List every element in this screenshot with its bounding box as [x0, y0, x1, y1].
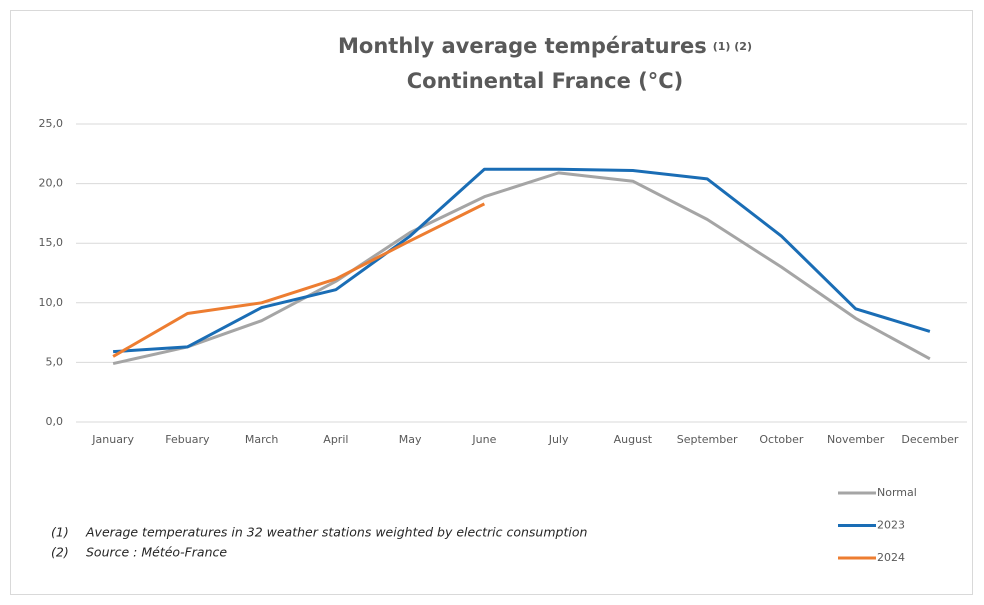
- footnote-marker: (2): [51, 545, 69, 560]
- x-tick-label: October: [759, 433, 803, 446]
- x-tick-label: March: [245, 433, 279, 446]
- x-tick-label: May: [399, 433, 422, 446]
- title-marks: (1) (2): [713, 40, 752, 53]
- y-tick-label: 10,0: [39, 296, 64, 309]
- legend-label: 2023: [877, 519, 905, 532]
- chart-subtitle: Continental France (°C): [407, 69, 683, 93]
- footnote-text: Source : Météo-France: [86, 545, 227, 560]
- x-tick-label: January: [91, 433, 134, 446]
- x-tick-label: September: [677, 433, 738, 446]
- series-line: [112, 171, 931, 366]
- footnote-marker: (1): [51, 525, 69, 540]
- title-text: Monthly average températures: [338, 34, 707, 58]
- x-tick-label: November: [827, 433, 885, 446]
- footnote-text: Average temperatures in 32 weather stati…: [85, 525, 587, 540]
- series-line: [112, 202, 486, 358]
- y-tick-label: 25,0: [39, 117, 64, 130]
- chart-title: Monthly average températures (1) (2): [338, 34, 752, 58]
- x-tick-label: Febuary: [165, 433, 210, 446]
- x-tick-label: July: [548, 433, 569, 446]
- x-tick-label: August: [614, 433, 653, 446]
- series-line: [113, 167, 931, 354]
- y-tick-label: 20,0: [39, 177, 64, 190]
- legend-label: 2024: [877, 551, 905, 564]
- y-tick-label: 15,0: [39, 236, 64, 249]
- y-tick-label: 5,0: [46, 355, 64, 368]
- legend-label: Normal: [877, 486, 917, 499]
- x-tick-label: December: [901, 433, 959, 446]
- x-tick-label: June: [471, 433, 496, 446]
- y-tick-label: 0,0: [46, 415, 64, 428]
- x-tick-label: April: [323, 433, 348, 446]
